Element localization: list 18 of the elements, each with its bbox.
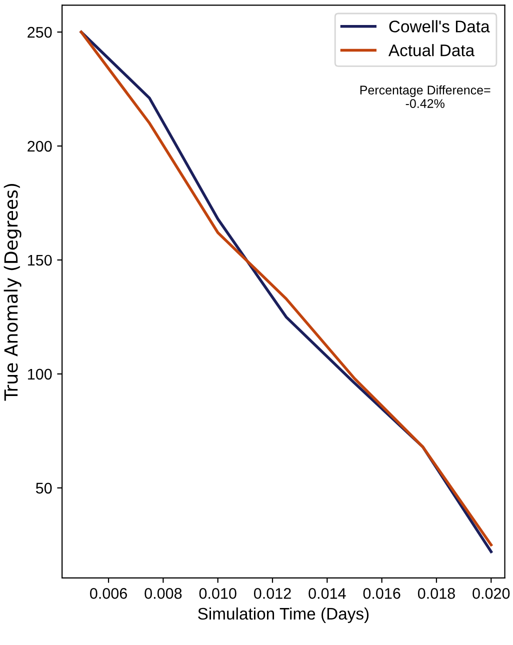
y-tick-label: 250 bbox=[28, 26, 52, 38]
x-tick-label: 0.014 bbox=[308, 588, 346, 599]
y-tick-label: 100 bbox=[28, 368, 52, 380]
y-axis-title: True Anomaly (Degrees) bbox=[4, 184, 22, 401]
x-tick-label: 0.020 bbox=[472, 588, 510, 599]
x-tick-label: 0.018 bbox=[418, 588, 455, 599]
x-tick-label: 0.016 bbox=[363, 588, 400, 599]
x-tick-label: 0.012 bbox=[254, 588, 291, 599]
y-tick-label: 50 bbox=[36, 482, 52, 494]
x-tick-label: 0.006 bbox=[90, 588, 127, 599]
x-axis-title: Simulation Time (Days) bbox=[198, 607, 369, 623]
y-tick-label: 200 bbox=[28, 140, 52, 152]
x-tick-label: 0.010 bbox=[199, 588, 236, 599]
x-tick-label: 0.008 bbox=[144, 588, 182, 599]
y-tick-label: 150 bbox=[28, 254, 52, 266]
legend-label: Actual Data bbox=[388, 44, 475, 56]
annotation: Percentage Difference= -0.42% bbox=[360, 85, 490, 108]
legend-label: Cowell's Data bbox=[389, 20, 490, 32]
